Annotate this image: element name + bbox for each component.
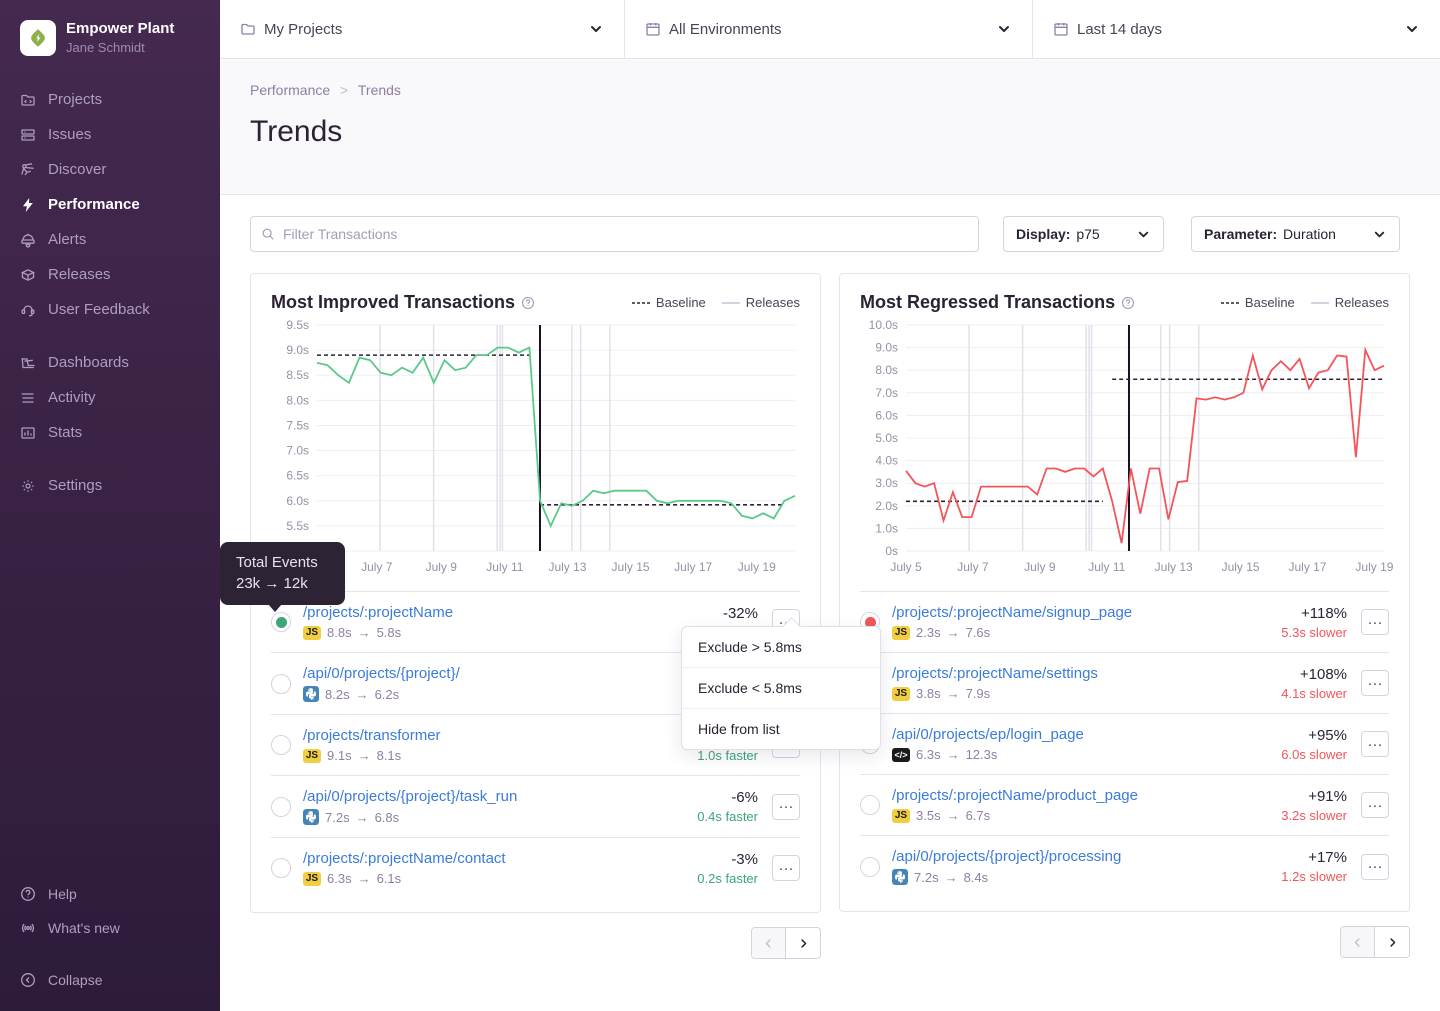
svg-text:3.0s: 3.0s <box>875 476 898 490</box>
svg-text:0s: 0s <box>885 544 898 558</box>
svg-text:July 5: July 5 <box>890 560 922 574</box>
svg-text:July 7: July 7 <box>957 560 989 574</box>
svg-text:July 17: July 17 <box>674 560 712 574</box>
svg-text:7.0s: 7.0s <box>875 386 898 400</box>
svg-text:July 17: July 17 <box>1289 560 1327 574</box>
svg-text:5.5s: 5.5s <box>286 519 309 533</box>
svg-text:2.0s: 2.0s <box>875 499 898 513</box>
svg-text:July 15: July 15 <box>1222 560 1260 574</box>
svg-text:July 9: July 9 <box>426 560 458 574</box>
svg-text:9.0s: 9.0s <box>286 343 309 357</box>
svg-text:July 13: July 13 <box>1155 560 1193 574</box>
svg-text:July 13: July 13 <box>548 560 586 574</box>
svg-text:July 19: July 19 <box>738 560 776 574</box>
svg-text:July 11: July 11 <box>486 560 523 574</box>
svg-text:8.0s: 8.0s <box>286 393 309 407</box>
svg-text:8.0s: 8.0s <box>875 363 898 377</box>
svg-text:6.0s: 6.0s <box>875 408 898 422</box>
svg-text:July 11: July 11 <box>1088 560 1125 574</box>
svg-text:6.0s: 6.0s <box>286 494 309 508</box>
svg-text:8.5s: 8.5s <box>286 368 309 382</box>
svg-text:5.0s: 5.0s <box>875 431 898 445</box>
svg-text:1.0s: 1.0s <box>875 521 898 535</box>
svg-text:10.0s: 10.0s <box>869 318 898 332</box>
svg-text:4.0s: 4.0s <box>875 454 898 468</box>
svg-text:7.0s: 7.0s <box>286 444 309 458</box>
svg-text:7.5s: 7.5s <box>286 418 309 432</box>
svg-text:9.0s: 9.0s <box>875 341 898 355</box>
svg-text:July 9: July 9 <box>1024 560 1056 574</box>
svg-text:July 7: July 7 <box>361 560 393 574</box>
svg-text:July 15: July 15 <box>612 560 650 574</box>
svg-text:July 19: July 19 <box>1355 560 1393 574</box>
svg-text:6.5s: 6.5s <box>286 469 309 483</box>
svg-text:9.5s: 9.5s <box>286 318 309 332</box>
